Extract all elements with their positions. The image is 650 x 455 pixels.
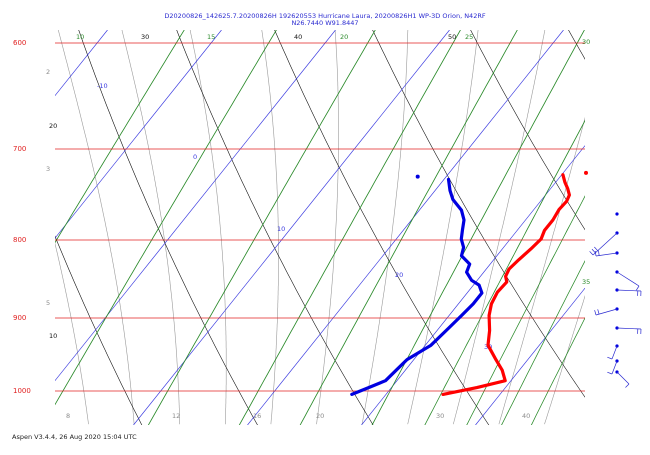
moist-adiabat-line — [121, 30, 180, 425]
mixing-ratio-line — [55, 30, 185, 244]
dry-adiabat-line — [0, 20, 31, 435]
isotherm-line — [590, 30, 650, 425]
moist-adiabat-label: 2 — [46, 68, 50, 76]
isotherm-line — [55, 30, 108, 97]
dry-adiabat-line — [470, 30, 585, 231]
mixing-ratio-label: 30 — [582, 38, 590, 46]
bottom-scale-label: 20 — [316, 412, 324, 420]
moist-adiabat-line — [453, 30, 546, 425]
isotherm-label: 20 — [395, 271, 403, 279]
bottom-scale-label: 12 — [172, 412, 180, 420]
pressure-label: 800 — [13, 236, 26, 244]
wind-barb-shaft — [611, 345, 618, 360]
moist-adiabats — [55, 0, 650, 425]
mixing-ratio-label: 20 — [340, 33, 348, 41]
dry-adiabat-line — [372, 30, 585, 398]
moist-adiabat-line — [189, 30, 227, 425]
bottom-scale-label: 30 — [436, 412, 444, 420]
isotherm-label: 10 — [277, 225, 285, 233]
pressure-label: 600 — [13, 39, 26, 47]
dry-adiabat-line — [78, 30, 258, 425]
moist-adiabat-line — [57, 30, 135, 425]
wind-barb-tick — [594, 310, 597, 316]
wind-barb-tick — [591, 248, 596, 254]
bottom-scale-label: 16 — [253, 412, 261, 420]
wind-barb-shaft — [616, 371, 630, 385]
chart-subtitle: N26.7440 W91.8447 — [291, 19, 359, 27]
wind-barb-tick — [597, 309, 600, 315]
moist-adiabat-line — [55, 242, 89, 425]
isotherm-line — [247, 30, 564, 425]
wind-barb-tick — [636, 285, 640, 291]
wind-barb-tick — [594, 251, 597, 257]
mixing-ratio-line — [238, 30, 461, 425]
wind-barb-shaft — [592, 232, 618, 256]
isotherm-line — [361, 145, 585, 425]
isobars: 600 700 800 900 1000 — [13, 39, 585, 395]
mixing-ratio-line — [424, 119, 585, 425]
wind-barb-tick — [598, 250, 600, 256]
mixing-ratio-line — [55, 30, 277, 406]
moist-adiabat-line — [498, 116, 585, 425]
mixing-ratio-label: 25 — [465, 33, 473, 41]
chart-title: D20200826_142625.7.20200826H 192620553 H… — [164, 12, 486, 20]
moist-adiabat-line — [361, 30, 409, 425]
software-footer: Aspen V3.4.4, 26 Aug 2020 15:04 UTC — [12, 433, 137, 441]
mixing-ratio-label: 15 — [207, 33, 215, 41]
isotherm-label: 0 — [193, 153, 197, 161]
dry-adiabat-line — [176, 30, 374, 425]
pressure-label: 1000 — [13, 387, 31, 395]
moist-adiabat-line — [590, 0, 650, 424]
mixing-ratio-line — [530, 317, 585, 425]
wind-barb-tick — [625, 383, 630, 388]
wind-barbs — [589, 212, 642, 388]
bottom-scale-label: 8 — [66, 412, 70, 420]
pressure-label: 900 — [13, 314, 26, 322]
dry-adiabat-label: 50 — [448, 33, 456, 41]
dry-adiabat-line — [55, 235, 143, 425]
isotherms — [55, 30, 650, 425]
pressure-label: 700 — [13, 145, 26, 153]
wind-barb-shaft — [616, 271, 640, 287]
wind-barb-tick — [589, 251, 594, 256]
mixing-ratio-line — [299, 30, 518, 425]
moist-adiabat-label: 3 — [46, 165, 50, 173]
dry-adiabat-line — [568, 30, 585, 60]
moist-adiabat-label: 5 — [46, 299, 50, 307]
mixing-ratio-line — [501, 260, 585, 425]
isotherm-line — [55, 30, 336, 382]
wind-barb-shaft — [595, 308, 618, 316]
moist-adiabat-line — [316, 30, 339, 425]
wind-barb-tick — [594, 246, 598, 251]
mixing-ratio-line — [147, 30, 376, 425]
mixing-ratio-label: 10 — [76, 33, 84, 41]
wind-barb-station — [615, 212, 619, 216]
dry-adiabat-line — [274, 30, 490, 425]
isotherm-line — [475, 287, 585, 425]
wind-barb-tick — [607, 371, 613, 375]
temperature-profile-line — [441, 173, 571, 396]
dry-adiabat-label: 40 — [294, 33, 302, 41]
bottom-scale-label: 40 — [522, 412, 530, 420]
dry-adiabat-label: 20 — [49, 122, 57, 130]
dewpoint-isolated-point — [415, 174, 420, 179]
wind-barb-shaft — [611, 360, 618, 375]
moist-adiabat-line — [407, 30, 479, 425]
temperature-isolated-point — [584, 170, 588, 175]
isotherm-label: -10 — [97, 82, 108, 90]
profiles — [350, 170, 588, 396]
moist-adiabat-line — [261, 30, 279, 425]
dewpoint-profile-line — [350, 177, 484, 396]
wind-barb-shaft — [616, 327, 642, 330]
dry-adiabat-label: 10 — [49, 332, 57, 340]
wind-barb-tick — [607, 356, 613, 360]
wind-barb-shaft — [616, 289, 642, 292]
mixing-ratio-line — [371, 30, 585, 425]
isotherm-line — [55, 30, 222, 239]
mixing-ratio-label: 35 — [582, 278, 590, 286]
dry-adiabat-label: 30 — [141, 33, 149, 41]
moist-adiabat-line — [544, 295, 585, 425]
